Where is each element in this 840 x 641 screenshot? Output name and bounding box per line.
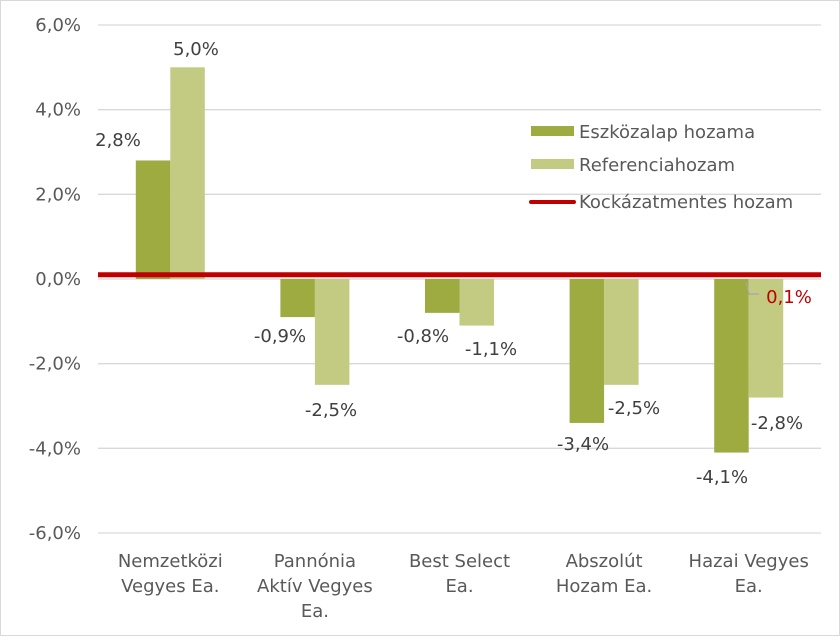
- bar-benchmark: [604, 279, 639, 385]
- data-label: -1,1%: [465, 339, 517, 360]
- bar-benchmark: [170, 67, 205, 279]
- data-label: -2,8%: [751, 413, 803, 434]
- x-category-label: Aktív Vegyes: [257, 576, 373, 597]
- data-label: -2,5%: [608, 398, 660, 419]
- bar-fund: [135, 160, 171, 279]
- y-tick-label: 2,0%: [35, 184, 81, 205]
- data-label: 5,0%: [173, 39, 219, 60]
- bar-benchmark: [314, 279, 350, 385]
- legend-label: Kockázatmentes hozam: [579, 192, 793, 213]
- data-label: -3,4%: [557, 434, 609, 455]
- data-label: 2,8%: [95, 130, 141, 151]
- y-tick-label: -2,0%: [29, 354, 81, 375]
- y-tick-label: -4,0%: [29, 438, 81, 459]
- data-label: -0,9%: [254, 326, 306, 347]
- x-category-label: Pannónia: [274, 551, 356, 572]
- x-category-label: Hazai Vegyes: [689, 551, 809, 572]
- data-label: -2,5%: [305, 400, 357, 421]
- bar-benchmark: [459, 279, 494, 326]
- leader-line: [745, 281, 759, 295]
- bar-benchmark: [748, 279, 784, 398]
- x-category-label: Best Select: [409, 551, 510, 572]
- data-label: -0,8%: [397, 326, 449, 347]
- legend-label: Referenciahozam: [579, 155, 735, 176]
- y-tick-label: 4,0%: [35, 100, 81, 121]
- x-category-label: Ea.: [735, 576, 763, 597]
- y-tick-label: 0,0%: [35, 269, 81, 290]
- data-label: -4,1%: [696, 467, 748, 488]
- y-tick-label: 6,0%: [35, 15, 81, 36]
- y-tick-label: -6,0%: [29, 523, 81, 544]
- x-category-label: Abszolút: [566, 551, 643, 572]
- x-category-label: Ea.: [301, 601, 329, 622]
- bar-fund: [280, 279, 315, 318]
- x-category-label: Nemzetközi: [118, 551, 223, 572]
- legend-swatch-benchmark: [531, 159, 574, 169]
- x-category-label: Hozam Ea.: [556, 576, 652, 597]
- x-category-label: Ea.: [445, 576, 473, 597]
- risk-free-label: 0,1%: [766, 287, 812, 308]
- bar-fund: [714, 279, 749, 453]
- bar-fund: [425, 279, 460, 313]
- bar-fund: [569, 279, 605, 423]
- legend-label: Eszközalap hozama: [579, 122, 755, 143]
- x-category-label: Vegyes Ea.: [121, 576, 219, 597]
- legend-swatch-fund: [531, 126, 574, 136]
